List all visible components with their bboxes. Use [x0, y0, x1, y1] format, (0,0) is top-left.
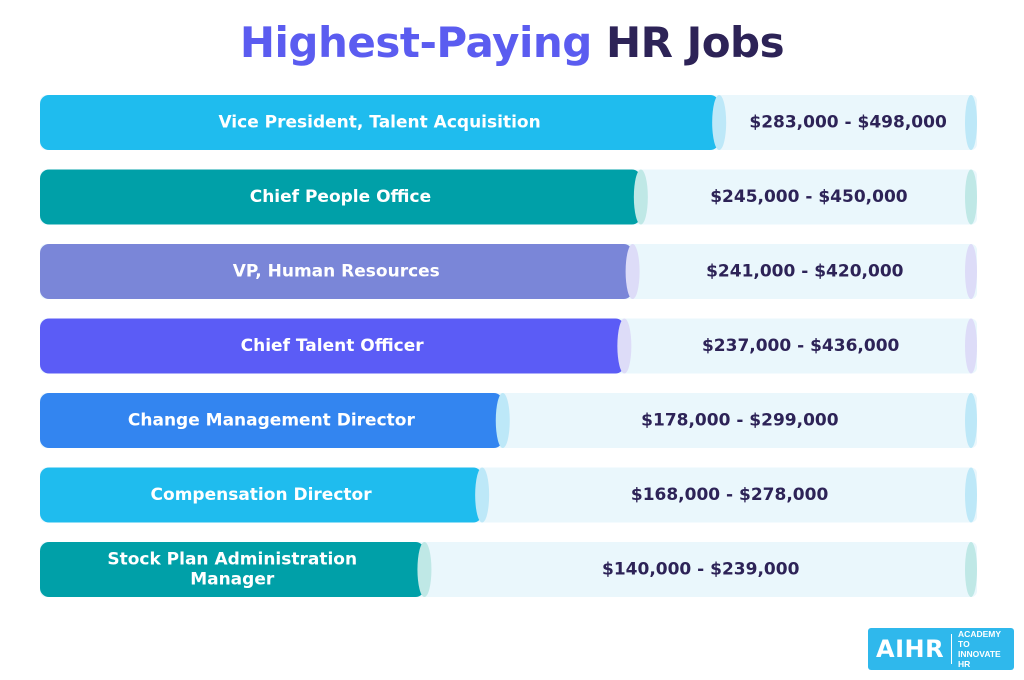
title-part-highlight: Highest-Paying	[239, 18, 592, 67]
salary-range-label: $245,000 - $450,000	[710, 187, 908, 207]
logo-divider	[951, 634, 953, 664]
value-bar	[40, 95, 720, 150]
track-end-cap	[965, 393, 977, 448]
value-bar-cap	[475, 467, 490, 523]
salary-range-label: $237,000 - $436,000	[702, 336, 900, 356]
value-bar	[40, 318, 625, 374]
salary-range-label: $168,000 - $278,000	[631, 485, 829, 505]
logo-wordmark: AIHR	[876, 635, 945, 663]
track-end-cap	[965, 169, 977, 225]
bar-category-label: Compensation Director	[151, 485, 373, 505]
value-bar	[40, 393, 503, 448]
value-bar	[40, 169, 641, 225]
logo-tagline-line1: ACADEMY TO	[958, 629, 1001, 649]
value-bar	[40, 542, 425, 597]
salary-range-label: $178,000 - $299,000	[641, 411, 839, 431]
value-bar-cap	[625, 244, 640, 299]
value-bar-cap	[633, 169, 648, 225]
value-bar-cap	[417, 542, 432, 597]
bar-category-label: Stock Plan Administration	[107, 550, 357, 570]
aihr-logo: AIHR ACADEMY TO INNOVATE HR	[868, 628, 1014, 670]
value-bar-cap	[712, 95, 727, 150]
track-end-cap	[965, 318, 977, 374]
track-end-cap	[965, 95, 977, 150]
value-bar-cap	[495, 393, 510, 448]
page-title: Highest-Paying HR Jobs	[0, 18, 1024, 67]
bar-category-label: VP, Human Resources	[233, 262, 440, 282]
value-bar	[40, 467, 483, 523]
logo-tagline-line2: INNOVATE HR	[958, 649, 1001, 669]
bar-category-label: Change Management Director	[128, 411, 416, 431]
bar-category-label: Manager	[190, 570, 275, 590]
title-part-dark: HR Jobs	[605, 18, 785, 67]
bar-category-label: Chief People Office	[250, 187, 431, 207]
track-end-cap	[965, 467, 977, 523]
salary-range-label: $283,000 - $498,000	[749, 113, 947, 133]
value-bar	[40, 244, 633, 299]
bar-category-label: Chief Talent Officer	[241, 336, 425, 356]
value-bar-cap	[617, 318, 632, 374]
bar-category-label: Vice President, Talent Acquisition	[218, 113, 540, 133]
track-end-cap	[965, 542, 977, 597]
salary-range-label: $140,000 - $239,000	[602, 560, 800, 580]
logo-tagline: ACADEMY TO INNOVATE HR	[952, 629, 1014, 669]
salary-range-label: $241,000 - $420,000	[706, 262, 904, 282]
track-end-cap	[965, 244, 977, 299]
